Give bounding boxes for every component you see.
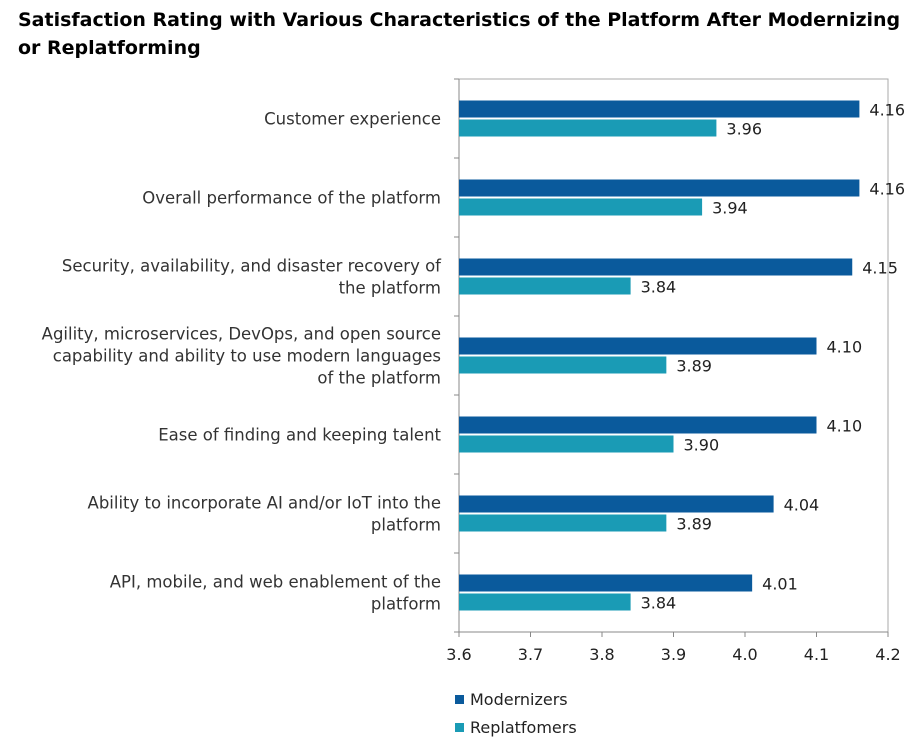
data-label: 4.15 [862, 259, 898, 278]
data-label: 4.01 [762, 575, 798, 594]
data-label: 3.84 [641, 594, 677, 613]
data-label: 3.90 [684, 436, 720, 455]
category-label: Ease of finding and keeping talent [158, 426, 441, 445]
category-label: Overall performance of the platform [142, 189, 441, 208]
data-label: 4.10 [827, 417, 863, 436]
data-label: 3.84 [641, 278, 677, 297]
category-label: platform [371, 516, 441, 535]
x-tick-label: 4.1 [804, 645, 829, 664]
data-label: 3.89 [676, 515, 712, 534]
category-label: API, mobile, and web enablement of the [110, 573, 441, 592]
bar-modernizers [459, 179, 860, 197]
category-label: of the platform [317, 369, 441, 388]
bar-replatfomers [459, 593, 631, 611]
bar-modernizers [459, 100, 860, 118]
bar-replatfomers [459, 356, 667, 374]
legend-item-replatfomers: Replatfomers [455, 718, 577, 737]
legend-label-modernizers: Modernizers [470, 690, 568, 709]
legend-label-replatfomers: Replatfomers [470, 718, 577, 737]
data-label: 4.10 [827, 338, 863, 357]
bar-replatfomers [459, 198, 703, 216]
x-tick-label: 3.7 [518, 645, 543, 664]
x-tick-label: 4.0 [732, 645, 757, 664]
data-label: 4.04 [784, 496, 820, 515]
x-tick-label: 3.6 [446, 645, 471, 664]
x-tick-label: 4.2 [875, 645, 900, 664]
category-label: platform [371, 595, 441, 614]
chart-title: Satisfaction Rating with Various Charact… [18, 9, 901, 59]
bar-replatfomers [459, 435, 674, 453]
data-label: 3.94 [712, 199, 748, 218]
data-label: 4.16 [869, 101, 905, 120]
legend-swatch-replatfomers [455, 723, 464, 732]
category-label: the platform [339, 279, 441, 298]
x-tick-label: 3.9 [661, 645, 686, 664]
x-tick-label: 3.8 [589, 645, 614, 664]
category-label: Agility, microservices, DevOps, and open… [42, 325, 441, 344]
data-label: 4.16 [869, 180, 905, 199]
bar-modernizers [459, 337, 817, 355]
category-label: Security, availability, and disaster rec… [62, 257, 442, 276]
data-label: 3.89 [676, 357, 712, 376]
bar-replatfomers [459, 514, 667, 532]
bar-replatfomers [459, 277, 631, 295]
data-label: 3.96 [726, 120, 762, 139]
plot-frame [458, 78, 889, 633]
bar-modernizers [459, 258, 853, 276]
category-label: Ability to incorporate AI and/or IoT int… [88, 494, 441, 513]
bar-replatfomers [459, 119, 717, 137]
category-label: capability and ability to use modern lan… [53, 347, 441, 366]
bar-modernizers [459, 416, 817, 434]
legend-item-modernizers: Modernizers [455, 690, 568, 709]
bar-modernizers [459, 574, 753, 592]
bar-modernizers [459, 495, 774, 513]
legend-swatch-modernizers [455, 695, 464, 704]
category-label: Customer experience [264, 110, 441, 129]
